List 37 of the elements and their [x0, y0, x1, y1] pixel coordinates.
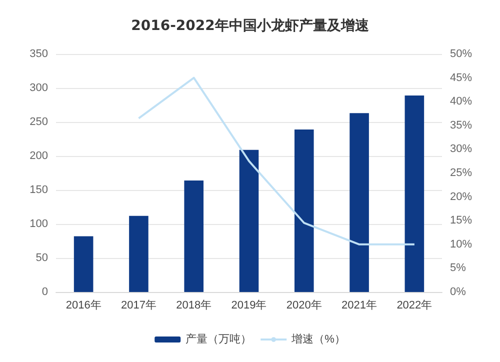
x-tick-label: 2018年: [176, 300, 212, 312]
x-tick-label: 2022年: [396, 300, 432, 312]
bar: [239, 150, 259, 292]
y2-tick-label: 15%: [450, 214, 472, 227]
bar: [404, 95, 424, 292]
y-tick-label: 150: [30, 184, 48, 196]
bar: [184, 180, 204, 292]
y2-tick-label: 0%: [450, 286, 466, 298]
y2-tick-label: 10%: [450, 238, 472, 250]
bar: [350, 113, 369, 292]
x-tick-label: 2021年: [342, 300, 378, 312]
y-tick-label: 300: [30, 82, 48, 94]
legend-label: 增速（%）: [290, 332, 346, 346]
y-tick-label: 200: [30, 150, 48, 162]
chart-title: 2016-2022年中国小龙虾产量及增速: [131, 17, 370, 34]
y-tick-label: 50: [36, 252, 48, 264]
y-tick-label: 100: [30, 218, 48, 230]
y2-tick-label: 5%: [450, 262, 466, 274]
bar: [129, 216, 148, 292]
legend-label: 产量（万吨）: [186, 332, 252, 346]
y2-tick-label: 50%: [450, 48, 472, 60]
y2-tick-label: 45%: [450, 72, 472, 84]
x-tick-label: 2020年: [286, 300, 322, 312]
y2-tick-label: 25%: [450, 167, 472, 179]
y2-tick-label: 30%: [450, 143, 472, 156]
x-tick-label: 2019年: [231, 300, 267, 312]
x-tick-label: 2016年: [66, 300, 102, 312]
bar: [294, 129, 314, 292]
x-tick-label: 2017年: [120, 300, 156, 312]
y-tick-label: 250: [30, 116, 48, 128]
y2-tick-label: 35%: [450, 119, 472, 132]
y-tick-label: 0: [42, 286, 48, 298]
y-tick-label: 350: [30, 48, 48, 60]
y2-tick-label: 20%: [450, 190, 472, 203]
line-series: [138, 76, 416, 246]
bar: [74, 236, 94, 292]
y2-tick-label: 40%: [450, 96, 472, 108]
